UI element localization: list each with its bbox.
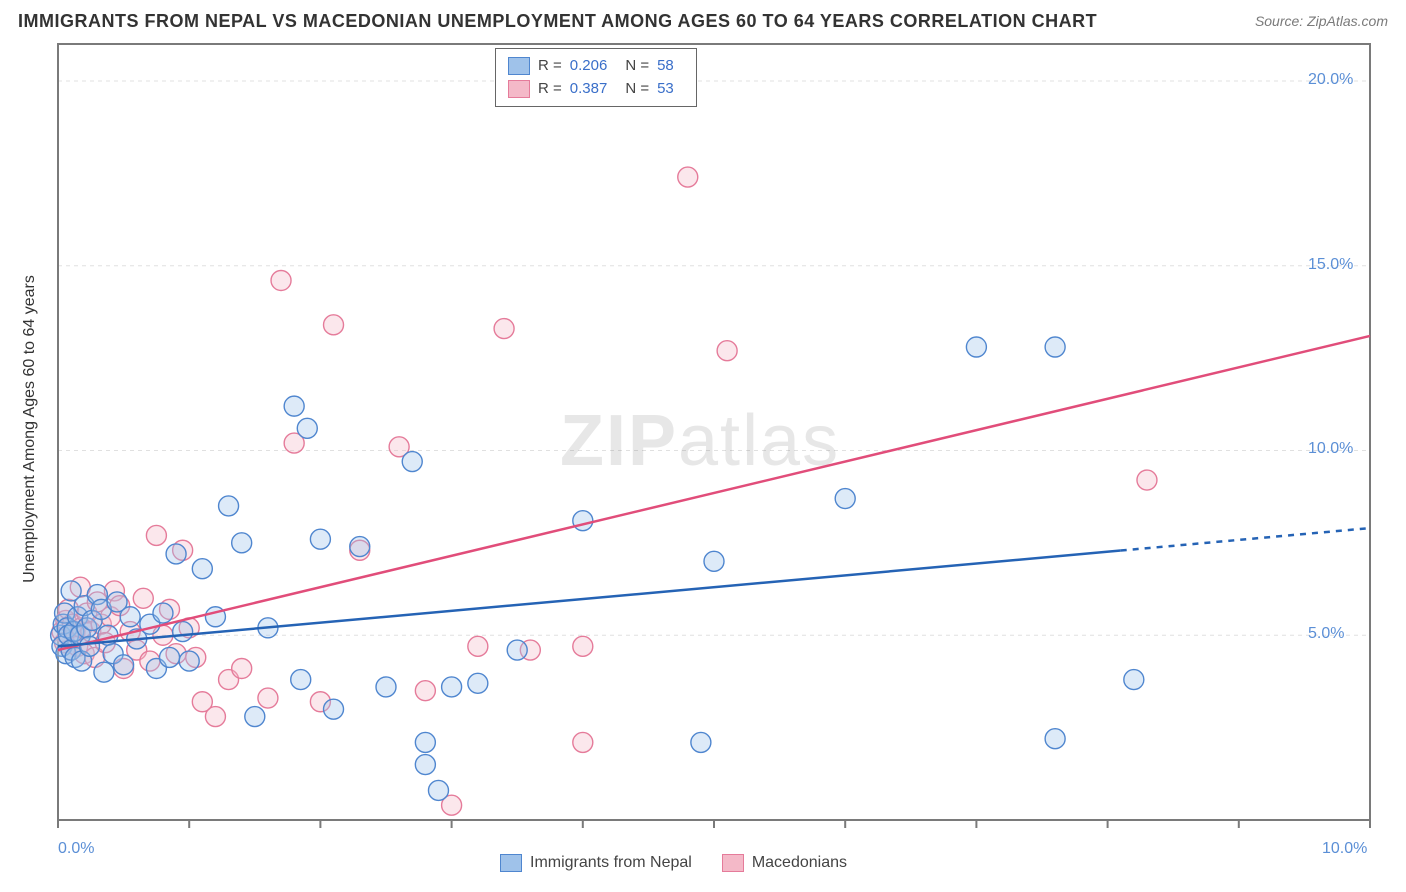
data-point [704, 551, 724, 571]
data-point [219, 496, 239, 516]
x-tick-label: 0.0% [58, 840, 94, 858]
data-point [494, 319, 514, 339]
data-point [835, 489, 855, 509]
data-point [966, 337, 986, 357]
n-label: N = [625, 55, 649, 78]
y-tick-label: 5.0% [1308, 625, 1344, 643]
data-point [120, 607, 140, 627]
data-point [678, 167, 698, 187]
data-point [573, 511, 593, 531]
n-value: 58 [657, 55, 674, 78]
data-point [1045, 337, 1065, 357]
data-point [1045, 729, 1065, 749]
x-tick-label: 10.0% [1322, 840, 1367, 858]
data-point [573, 732, 593, 752]
data-point [245, 707, 265, 727]
data-point [79, 636, 99, 656]
data-point [468, 636, 488, 656]
data-point [324, 315, 344, 335]
plot-border [58, 44, 1370, 820]
legend-series-item: Immigrants from Nepal [500, 854, 692, 872]
legend-stats-row: R = 0.387 N = 53 [508, 78, 684, 101]
data-point [468, 673, 488, 693]
data-point [717, 341, 737, 361]
data-point [310, 529, 330, 549]
legend-series-item: Macedonians [722, 854, 847, 872]
legend-series-label: Immigrants from Nepal [530, 854, 692, 872]
data-point [428, 780, 448, 800]
r-label: R = [538, 55, 562, 78]
legend-series: Immigrants from Nepal Macedonians [500, 854, 847, 872]
y-axis-label: Unemployment Among Ages 60 to 64 years [21, 259, 39, 599]
data-point [324, 699, 344, 719]
data-point [146, 525, 166, 545]
data-point [691, 732, 711, 752]
data-point [166, 544, 186, 564]
data-point [415, 755, 435, 775]
legend-swatch [508, 80, 530, 98]
data-point [133, 588, 153, 608]
n-value: 53 [657, 78, 674, 101]
n-label: N = [625, 78, 649, 101]
y-tick-label: 15.0% [1308, 256, 1353, 274]
data-point [179, 651, 199, 671]
scatter-chart [0, 0, 1406, 892]
data-point [1124, 670, 1144, 690]
data-point [442, 677, 462, 697]
y-tick-label: 10.0% [1308, 440, 1353, 458]
data-point [192, 559, 212, 579]
data-point [232, 658, 252, 678]
data-point [297, 418, 317, 438]
data-point [173, 622, 193, 642]
data-point [507, 640, 527, 660]
data-point [350, 537, 370, 557]
data-point [284, 396, 304, 416]
data-point [160, 647, 180, 667]
data-point [376, 677, 396, 697]
legend-series-label: Macedonians [752, 854, 847, 872]
data-point [402, 452, 422, 472]
legend-swatch [500, 854, 522, 872]
r-value: 0.206 [570, 55, 608, 78]
data-point [415, 681, 435, 701]
legend-swatch [722, 854, 744, 872]
legend-stats: R = 0.206 N = 58 R = 0.387 N = 53 [495, 48, 697, 107]
data-point [258, 688, 278, 708]
legend-swatch [508, 57, 530, 75]
r-label: R = [538, 78, 562, 101]
trend-line [58, 336, 1370, 650]
trend-line [58, 551, 1121, 647]
data-point [291, 670, 311, 690]
data-point [94, 662, 114, 682]
data-point [232, 533, 252, 553]
y-tick-label: 20.0% [1308, 71, 1353, 89]
data-point [573, 636, 593, 656]
data-point [1137, 470, 1157, 490]
data-point [153, 603, 173, 623]
r-value: 0.387 [570, 78, 608, 101]
data-point [271, 270, 291, 290]
data-point [114, 655, 134, 675]
legend-stats-row: R = 0.206 N = 58 [508, 55, 684, 78]
data-point [415, 732, 435, 752]
trend-line-dashed [1121, 528, 1370, 550]
data-point [205, 707, 225, 727]
